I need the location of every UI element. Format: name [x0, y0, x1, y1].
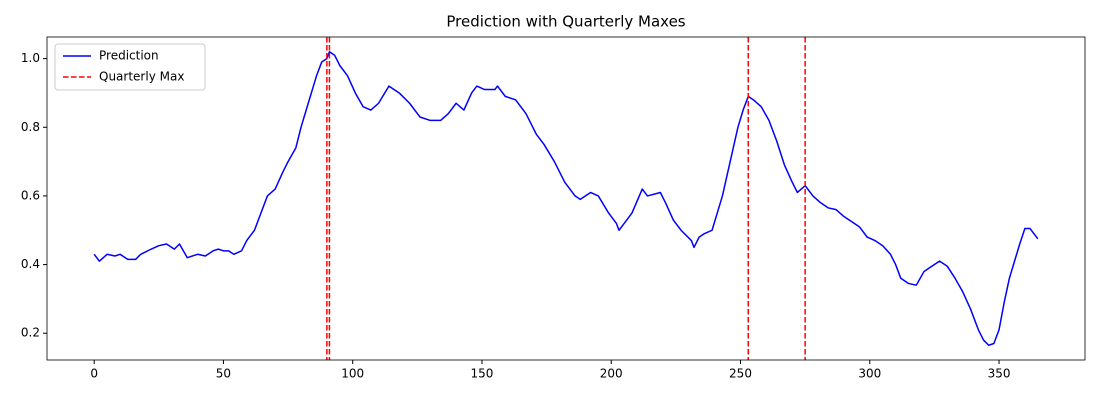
y-tick-label: 0.6	[21, 188, 40, 202]
y-tick-label: 1.0	[21, 51, 40, 65]
x-tick-label: 250	[729, 367, 752, 381]
x-tick-label: 300	[858, 367, 881, 381]
legend-label: Quarterly Max	[99, 70, 184, 84]
x-tick-label: 200	[600, 367, 623, 381]
legend-box	[54, 43, 206, 91]
plot-area	[93, 37, 1039, 360]
y-tick-label: 0.2	[21, 326, 40, 340]
y-tick-label: 0.4	[21, 257, 40, 271]
prediction-line	[93, 51, 1039, 346]
chart-title: Prediction with Quarterly Maxes	[446, 13, 685, 31]
y-tick-label: 0.8	[21, 120, 40, 134]
x-tick-label: 0	[90, 367, 98, 381]
axes-frame	[46, 36, 1086, 361]
x-tick-label: 350	[988, 367, 1011, 381]
x-tick-label: 100	[341, 367, 364, 381]
legend-label: Prediction	[99, 49, 159, 63]
x-tick-label: 50	[216, 367, 231, 381]
x-tick-label: 150	[471, 367, 494, 381]
